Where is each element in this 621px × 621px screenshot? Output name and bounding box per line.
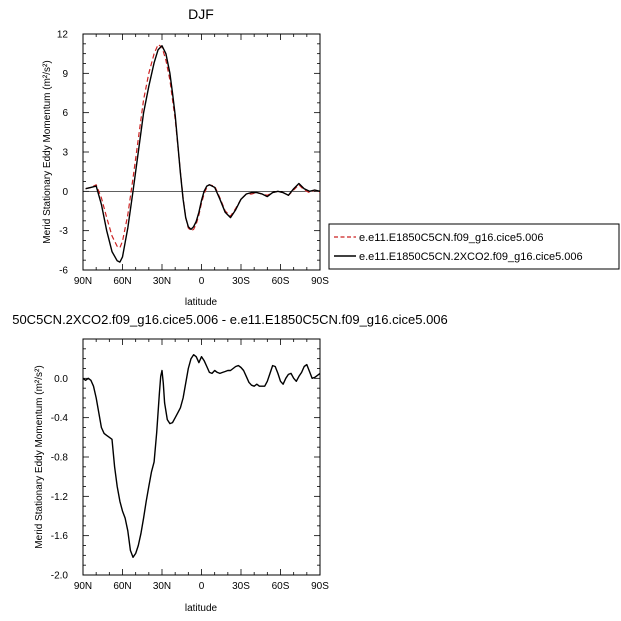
legend-label-series-1: e.e11.E1850C5CN.f09_g16.cice5.006 [359,232,544,244]
x-tick-label: 90N [74,581,92,592]
x-tick-label: 90S [311,276,329,287]
y-tick-label: -3 [59,226,68,237]
y-tick-label: 6 [62,108,68,119]
top-y-axis-label: Merid Stationary Eddy Momentum (m²/s²) [42,60,53,243]
x-tick-label: 0 [199,581,205,592]
x-tick-label: 60S [272,581,290,592]
x-tick-label: 60S [272,276,290,287]
top-chart-title: DJF [188,6,214,22]
x-tick-label: 60N [113,581,131,592]
bottom-panel: 50C5CN.2XCO2.f09_g16.cice5.006 - e.e11.E… [12,312,448,614]
bottom-series [82,354,321,558]
y-tick-label: -0.8 [51,453,69,464]
bottom-plot-frame [82,338,321,576]
top-y-ticks: -6 -3 0 3 6 9 12 [57,30,320,277]
y-tick-label: 12 [57,30,69,41]
x-tick-label: 90S [311,581,329,592]
bottom-chart-title: 50C5CN.2XCO2.f09_g16.cice5.006 - e.e11.E… [12,312,448,327]
x-tick-label: 60N [113,276,131,287]
top-plot-frame [82,33,321,271]
y-tick-label: 3 [62,148,68,159]
top-x-ticks: 90N 60N 30N 0 30S 60S 90S [74,34,329,287]
top-x-axis-label: latitude [185,297,218,308]
y-tick-label: -1.6 [51,531,69,542]
top-panel: DJF 90N 60N 30N 0 30S 60S 90S -6 -3 0 3 6 9 12 latit… [42,6,329,308]
x-tick-label: 30S [232,581,250,592]
legend: e.e11.E1850C5CN.f09_g16.cice5.006 e.e11.… [328,223,620,270]
legend-label-series-2: e.e11.E1850C5CN.2XCO2.f09_g16.cice5.006 [359,251,583,263]
y-tick-label: -1.2 [51,492,69,503]
y-tick-label: -2.0 [51,571,69,582]
y-tick-label: 0.0 [54,374,68,385]
bottom-y-ticks: -2.0 -1.6 -1.2 -0.8 -0.4 0.0 [51,338,320,582]
y-tick-label: -6 [59,266,68,277]
top-series [85,43,321,263]
bottom-y-axis-label: Merid Stationary Eddy Momentum (m²/s²) [34,365,45,548]
x-tick-label: 30S [232,276,250,287]
y-tick-label: 0 [62,187,68,198]
bottom-x-ticks: 90N 60N 30N 0 30S 60S 90S [74,339,329,592]
x-tick-label: 90N [74,276,92,287]
series-line-2 [85,45,321,263]
legend-box [328,223,620,270]
bottom-x-axis-label: latitude [185,603,218,614]
y-tick-label: -0.4 [51,413,69,424]
x-tick-label: 30N [153,276,171,287]
series-line-1 [85,43,321,249]
series-line-1 [82,354,321,558]
y-tick-label: 9 [62,69,68,80]
x-tick-label: 0 [199,276,205,287]
x-tick-label: 30N [153,581,171,592]
